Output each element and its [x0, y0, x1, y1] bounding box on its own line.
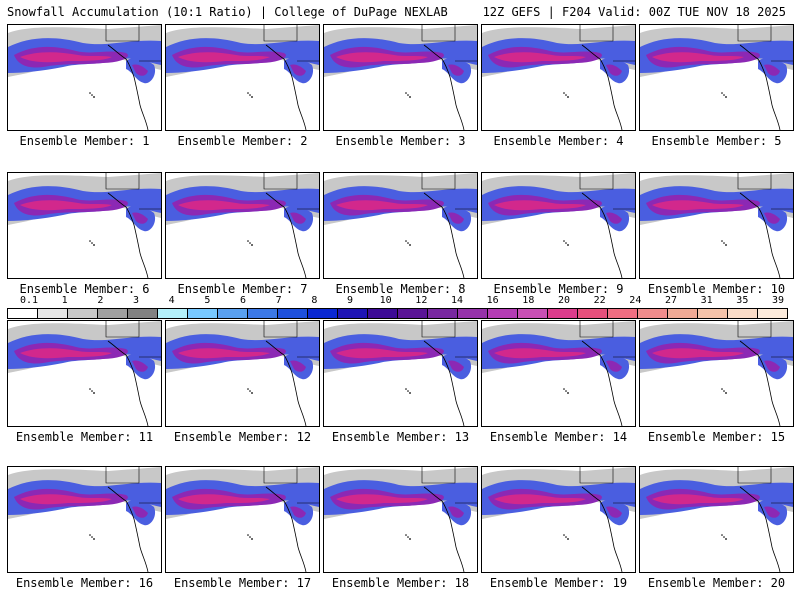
legend-label: 18 — [522, 295, 535, 306]
legend-label: 16 — [486, 295, 499, 306]
snowfall-map[interactable] — [639, 320, 794, 427]
legend-swatch — [218, 309, 248, 318]
legend-swatch — [578, 309, 608, 318]
legend-swatch — [98, 309, 128, 318]
snowfall-map[interactable] — [323, 24, 478, 131]
member-caption: Ensemble Member: 11 — [15, 430, 154, 444]
member-caption: Ensemble Member: 4 — [493, 134, 624, 148]
legend-swatch — [668, 309, 698, 318]
legend-swatch — [368, 309, 398, 318]
snowfall-map[interactable] — [165, 172, 320, 279]
legend-swatch — [548, 309, 578, 318]
snowfall-map[interactable] — [481, 466, 636, 573]
legend-label: 12 — [415, 295, 428, 306]
legend-labels: 0.1 1 2 3 4 5 6 7 8 9 10 12 14 16 18 20 22 24 27 31 35 39 — [7, 295, 788, 307]
legend-swatch — [38, 309, 68, 318]
member-caption: Ensemble Member: 12 — [173, 430, 312, 444]
legend-label: 39 — [771, 295, 785, 306]
legend-swatch — [68, 309, 98, 318]
member-caption: Ensemble Member: 3 — [335, 134, 466, 148]
legend-swatch — [758, 309, 787, 318]
member-caption: Ensemble Member: 1 — [19, 134, 150, 148]
member-caption: Ensemble Member: 5 — [651, 134, 782, 148]
legend-label: 24 — [629, 295, 642, 306]
member-caption: Ensemble Member: 10 — [647, 282, 786, 296]
legend-label: 27 — [664, 295, 678, 306]
legend-swatch — [308, 309, 338, 318]
snowfall-map[interactable] — [639, 172, 794, 279]
legend-swatch — [158, 309, 188, 318]
snowfall-map[interactable] — [481, 172, 636, 279]
member-caption: Ensemble Member: 9 — [493, 282, 624, 296]
legend-label: 4 — [168, 295, 175, 306]
snowfall-map[interactable] — [7, 320, 162, 427]
legend-swatch — [608, 309, 638, 318]
snowfall-map[interactable] — [323, 172, 478, 279]
legend-label: 8 — [311, 295, 318, 306]
member-caption: Ensemble Member: 13 — [331, 430, 470, 444]
snowfall-map[interactable] — [165, 466, 320, 573]
snowfall-map[interactable] — [165, 320, 320, 427]
member-caption: Ensemble Member: 2 — [177, 134, 308, 148]
legend-label: 7 — [275, 295, 282, 306]
legend-label: 9 — [346, 295, 354, 306]
header-run-info: 12Z GEFS | F204 Valid: 00Z TUE NOV 18 20… — [482, 5, 786, 19]
snowfall-map[interactable] — [639, 24, 794, 131]
member-caption: Ensemble Member: 6 — [19, 282, 150, 296]
legend-swatch — [638, 309, 668, 318]
legend-label: 2 — [97, 295, 104, 306]
snowfall-map[interactable] — [7, 24, 162, 131]
legend-label: 1 — [61, 295, 68, 306]
member-caption: Ensemble Member: 7 — [177, 282, 308, 296]
legend-swatch — [8, 309, 38, 318]
snowfall-map[interactable] — [481, 320, 636, 427]
snowfall-map[interactable] — [481, 24, 636, 131]
color-legend — [7, 308, 788, 319]
member-caption: Ensemble Member: 18 — [331, 576, 470, 590]
member-caption: Ensemble Member: 15 — [647, 430, 786, 444]
legend-label: 5 — [204, 295, 211, 306]
legend-label: 10 — [379, 295, 392, 306]
member-caption: Ensemble Member: 14 — [489, 430, 628, 444]
legend-label: 14 — [450, 295, 464, 306]
legend-swatch — [518, 309, 548, 318]
legend-swatch — [128, 309, 158, 318]
member-caption: Ensemble Member: 16 — [15, 576, 154, 590]
header-title: Snowfall Accumulation (10:1 Ratio) | Col… — [7, 5, 448, 19]
legend-swatch — [398, 309, 428, 318]
member-caption: Ensemble Member: 19 — [489, 576, 628, 590]
legend-swatch — [698, 309, 728, 318]
legend-label: 20 — [557, 295, 571, 306]
legend-label: 31 — [700, 295, 713, 306]
snowfall-map[interactable] — [323, 466, 478, 573]
legend-swatch — [188, 309, 218, 318]
member-caption: Ensemble Member: 20 — [647, 576, 786, 590]
snowfall-map[interactable] — [323, 320, 478, 427]
legend-label: 6 — [239, 295, 247, 306]
snowfall-map[interactable] — [7, 172, 162, 279]
snowfall-map[interactable] — [165, 24, 320, 131]
legend-swatch — [488, 309, 518, 318]
legend-swatch — [278, 309, 308, 318]
legend-swatch — [728, 309, 758, 318]
legend-swatch — [428, 309, 458, 318]
member-caption: Ensemble Member: 17 — [173, 576, 312, 590]
snowfall-map[interactable] — [7, 466, 162, 573]
legend-label: 0.1 — [19, 295, 39, 306]
legend-label: 3 — [132, 295, 140, 306]
member-caption: Ensemble Member: 8 — [335, 282, 466, 296]
snowfall-map[interactable] — [639, 466, 794, 573]
legend-label: 35 — [736, 295, 749, 306]
legend-swatch — [338, 309, 368, 318]
legend-swatch — [248, 309, 278, 318]
legend-swatch — [458, 309, 488, 318]
legend-label: 22 — [593, 295, 606, 306]
